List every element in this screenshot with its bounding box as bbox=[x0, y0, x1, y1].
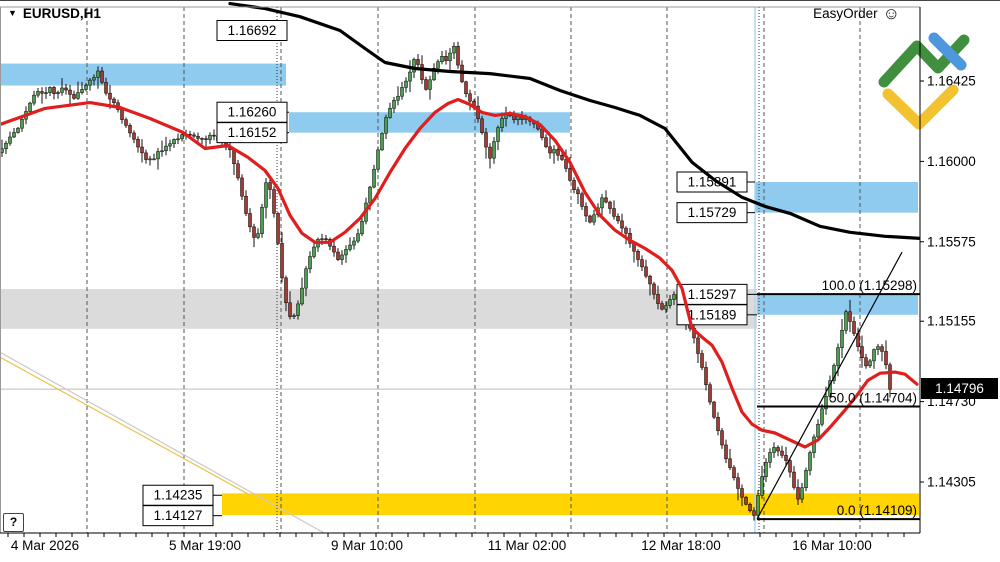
y-axis-label: 1.16000 bbox=[927, 154, 976, 169]
y-axis-label: 1.15575 bbox=[927, 234, 976, 249]
svg-text:1.16152: 1.16152 bbox=[228, 125, 277, 140]
easyorder-text: EasyOrder bbox=[813, 6, 878, 21]
ma-fast bbox=[0, 97, 919, 449]
price-band bbox=[289, 112, 570, 133]
fib-label: 50.0 (1.14704) bbox=[829, 391, 917, 406]
price-level-label: 1.16260 bbox=[216, 101, 288, 123]
price-level-label: 1.15297 bbox=[676, 283, 748, 305]
price-band bbox=[0, 63, 286, 86]
x-axis-label: 12 Mar 18:00 bbox=[641, 538, 721, 553]
dropdown-arrow-icon: ▼ bbox=[8, 8, 17, 18]
trendline bbox=[0, 356, 251, 496]
price-level-label: 1.15189 bbox=[676, 304, 748, 326]
svg-text:1.15297: 1.15297 bbox=[688, 287, 737, 302]
broker-logo-icon bbox=[878, 32, 970, 130]
price-level-label: 1.16152 bbox=[216, 122, 288, 144]
fib-trendline bbox=[756, 251, 903, 520]
trendline bbox=[0, 351, 325, 534]
fib-label: 100.0 (1.15298) bbox=[822, 278, 917, 293]
price-level-label: 1.16692 bbox=[216, 19, 288, 41]
price-level-label: 1.14127 bbox=[142, 505, 214, 527]
y-axis-label: 1.15155 bbox=[927, 314, 976, 329]
svg-text:1.16692: 1.16692 bbox=[228, 23, 277, 38]
svg-text:1.16260: 1.16260 bbox=[228, 105, 277, 120]
price-level-label: 1.15891 bbox=[676, 171, 748, 193]
symbol-timeframe-text: EURUSD,H1 bbox=[22, 6, 101, 21]
x-axis-label: 4 Mar 2026 bbox=[11, 538, 79, 553]
fib-label: 0.0 (1.14109) bbox=[837, 503, 917, 518]
help-button[interactable]: ? bbox=[3, 513, 24, 532]
svg-text:1.15189: 1.15189 bbox=[688, 307, 737, 322]
highlight-bands bbox=[0, 63, 919, 516]
easyorder-button[interactable]: EasyOrder ☺ bbox=[813, 5, 900, 22]
x-axis-label: 16 Mar 10:00 bbox=[792, 538, 872, 553]
y-axis-label: 1.16425 bbox=[927, 74, 976, 89]
svg-text:1.14127: 1.14127 bbox=[154, 508, 203, 523]
price-level-label: 1.14235 bbox=[142, 484, 214, 506]
price-band bbox=[755, 294, 918, 315]
svg-text:1.15729: 1.15729 bbox=[688, 205, 737, 220]
x-axis-label: 11 Mar 02:00 bbox=[488, 538, 567, 553]
svg-text:1.14235: 1.14235 bbox=[154, 488, 203, 503]
price-level-label: 1.15729 bbox=[676, 202, 748, 224]
price-band bbox=[755, 182, 918, 213]
price-level-labels: 1.16692 1.16260 1.16152 1.15891 1.15729 1.152… bbox=[142, 19, 757, 527]
vertical-lines bbox=[86, 7, 861, 533]
y-axis-label: 1.14305 bbox=[927, 475, 976, 490]
x-axis-label: 9 Mar 10:00 bbox=[331, 538, 403, 553]
current-price-badge: 1.14796 bbox=[921, 378, 998, 399]
trendlines bbox=[0, 351, 325, 534]
symbol-timeframe-dropdown[interactable]: ▼ EURUSD,H1 bbox=[8, 6, 101, 21]
fibonacci-retracement: 0.0 (1.14109) 50.0 (1.14704) 100.0 (1.1529… bbox=[756, 251, 920, 521]
smiley-icon: ☺ bbox=[882, 4, 900, 23]
slow-ma-line bbox=[228, 2, 920, 240]
ma-slow bbox=[228, 2, 920, 240]
x-axis-label: 5 Mar 19:00 bbox=[169, 538, 241, 553]
fast-ma-line bbox=[0, 97, 919, 449]
